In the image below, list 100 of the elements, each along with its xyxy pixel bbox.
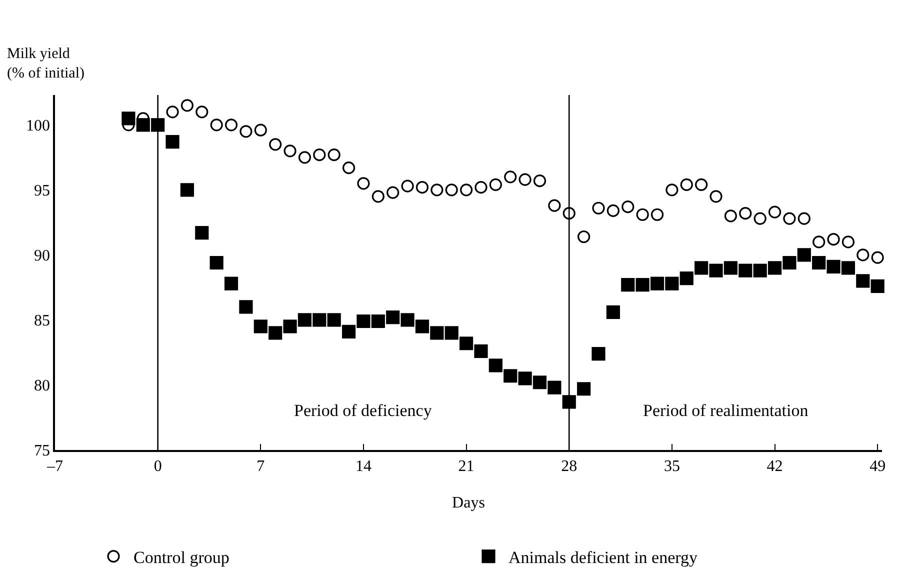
point [592, 202, 605, 214]
point [548, 199, 561, 212]
point [666, 184, 678, 196]
point [166, 135, 180, 149]
point [768, 261, 782, 275]
x-tick-label: 28 [561, 458, 578, 476]
point [856, 274, 870, 288]
point [621, 278, 635, 292]
point [416, 181, 429, 194]
point [488, 358, 502, 372]
y-tick-label: 95 [34, 182, 50, 200]
point [753, 264, 767, 278]
point [342, 324, 356, 338]
point [356, 314, 370, 328]
point [518, 372, 532, 386]
point [724, 261, 738, 275]
point [240, 125, 252, 138]
point [224, 118, 238, 132]
point [548, 380, 562, 394]
point [386, 310, 400, 324]
point [342, 162, 356, 174]
x-axis-title: Days [452, 494, 485, 512]
x-tick-label: 42 [766, 458, 783, 476]
point [254, 124, 267, 136]
point [841, 261, 856, 275]
point [210, 256, 224, 270]
point [695, 178, 708, 192]
annotation: Period of realimentation [643, 401, 809, 420]
point [782, 256, 796, 270]
point [709, 264, 723, 278]
point [460, 336, 474, 350]
point [798, 212, 810, 225]
point [710, 190, 722, 203]
point [826, 260, 840, 274]
point [578, 230, 590, 244]
point [327, 313, 341, 327]
point [371, 314, 385, 328]
point [474, 181, 488, 194]
x-tick-label: 7 [256, 458, 265, 476]
point [283, 320, 297, 334]
point [606, 305, 620, 319]
y-tick-label: 85 [34, 312, 50, 330]
point [284, 144, 296, 158]
point [489, 178, 502, 192]
point [650, 276, 664, 290]
point [812, 256, 826, 270]
point [533, 174, 546, 188]
point [739, 207, 752, 220]
point [239, 300, 253, 314]
point [298, 151, 312, 164]
y-tick-label: 100 [26, 118, 50, 135]
point [313, 148, 326, 162]
point [768, 206, 782, 218]
point [636, 278, 650, 292]
point [444, 326, 458, 340]
y-tick-label: 80 [34, 378, 50, 395]
point [269, 138, 282, 151]
point [856, 248, 870, 262]
annotation: Period of deficiency [294, 401, 432, 420]
point [298, 313, 312, 327]
point [592, 346, 606, 361]
x-tick-label: 0 [154, 458, 162, 476]
point [166, 106, 179, 118]
point [870, 279, 884, 293]
point [694, 261, 708, 275]
point [196, 106, 208, 118]
point [622, 200, 634, 214]
legend-label: Control group [134, 548, 230, 567]
point [268, 326, 282, 340]
point [504, 170, 517, 184]
point [754, 212, 766, 225]
point [386, 186, 400, 199]
point [415, 320, 430, 334]
point [518, 173, 532, 186]
point [812, 236, 826, 248]
point [871, 251, 884, 264]
point [650, 208, 664, 221]
point [842, 236, 855, 248]
point [504, 369, 518, 383]
x-tick-label: 49 [870, 458, 886, 476]
point [606, 204, 620, 218]
point [636, 208, 649, 221]
point [401, 180, 414, 192]
point [195, 226, 209, 240]
point [372, 190, 384, 203]
point [783, 212, 796, 225]
point [738, 264, 752, 278]
point [827, 233, 840, 246]
point [254, 320, 268, 334]
point [210, 118, 223, 132]
point [680, 178, 693, 192]
point [532, 376, 547, 390]
y-tick-label: 75 [34, 442, 50, 460]
x-tick-label: –7 [46, 458, 63, 476]
point [400, 313, 414, 327]
point [224, 276, 238, 290]
point [430, 326, 444, 340]
point [460, 184, 473, 196]
point [577, 382, 591, 396]
point [562, 207, 576, 220]
